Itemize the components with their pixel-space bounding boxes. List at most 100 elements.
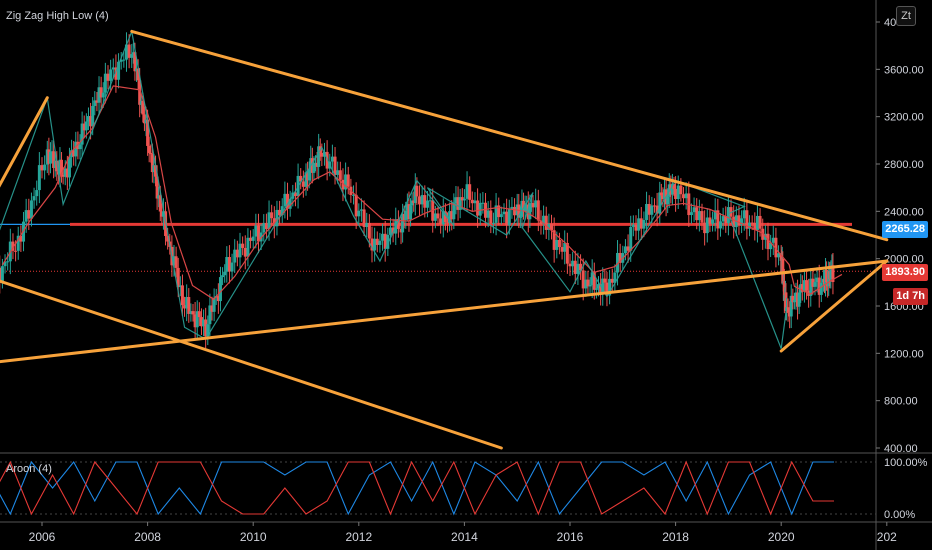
candle-body bbox=[513, 206, 517, 216]
main-indicator-title[interactable]: Zig Zag High Low (4) bbox=[6, 10, 109, 22]
x-tick-label: 2020 bbox=[768, 530, 795, 544]
candle-body bbox=[711, 219, 715, 224]
candle-body bbox=[794, 292, 798, 300]
candle-body bbox=[586, 279, 590, 287]
candle-body bbox=[484, 202, 488, 218]
candle-body bbox=[777, 253, 781, 258]
candle-body bbox=[647, 203, 651, 215]
candle-body bbox=[138, 80, 142, 105]
y-tick-label: 1200.00 bbox=[884, 348, 924, 360]
candle-body bbox=[193, 314, 197, 328]
candle-body bbox=[579, 263, 583, 271]
candle-body bbox=[142, 114, 146, 124]
candle-body bbox=[378, 240, 382, 245]
candle-body bbox=[448, 211, 452, 223]
candle-body bbox=[74, 141, 78, 157]
candle-body bbox=[45, 149, 49, 165]
candle-body bbox=[114, 67, 118, 80]
candle-body bbox=[176, 267, 180, 288]
candle-body bbox=[465, 184, 469, 199]
candle-body bbox=[154, 165, 158, 177]
candle-body bbox=[160, 211, 164, 217]
candle-body bbox=[218, 277, 222, 302]
candle-body bbox=[423, 195, 427, 208]
candle-body bbox=[299, 175, 303, 182]
candle-body bbox=[246, 237, 250, 257]
candle-body bbox=[672, 184, 676, 189]
candle-body bbox=[415, 185, 419, 197]
candle-body bbox=[601, 278, 605, 295]
candle-body bbox=[58, 159, 62, 175]
candle-body bbox=[383, 233, 387, 249]
candle-body bbox=[418, 196, 422, 205]
aroon-down-line bbox=[0, 460, 834, 516]
candle-body bbox=[458, 197, 462, 210]
candle-body bbox=[93, 100, 97, 106]
scale-button[interactable]: Zt bbox=[896, 6, 916, 26]
candle-body bbox=[27, 210, 31, 219]
candle-body bbox=[534, 200, 538, 208]
candle-body bbox=[782, 281, 786, 301]
candle-body bbox=[230, 262, 234, 272]
candle-body bbox=[439, 218, 443, 225]
aroon-indicator-title[interactable]: Aroon (4) bbox=[6, 463, 52, 475]
candle-body bbox=[797, 292, 801, 307]
candle-body bbox=[732, 216, 736, 228]
candle-body bbox=[127, 44, 131, 58]
candle-body bbox=[183, 305, 187, 309]
candle-body bbox=[3, 261, 7, 267]
candle-body bbox=[146, 119, 150, 146]
candle-body bbox=[456, 197, 460, 210]
candle-body bbox=[531, 203, 535, 208]
aroon-y-tick-label: 0.00% bbox=[884, 509, 915, 521]
candle-body bbox=[103, 73, 107, 93]
candle-body bbox=[563, 242, 567, 252]
candle-body bbox=[526, 204, 530, 220]
candle-body bbox=[454, 197, 458, 204]
candle-body bbox=[52, 151, 56, 168]
candle-body bbox=[346, 174, 350, 187]
candle-body bbox=[24, 210, 28, 222]
candle-body bbox=[809, 278, 813, 296]
candle-body bbox=[450, 211, 454, 220]
candle-body bbox=[769, 242, 773, 250]
candle-body bbox=[491, 222, 495, 224]
candle-body bbox=[65, 168, 69, 178]
candle-body bbox=[76, 141, 80, 150]
candle-body bbox=[314, 162, 318, 164]
candle-body bbox=[225, 257, 229, 272]
candle-body bbox=[462, 198, 466, 201]
candle-body bbox=[150, 154, 154, 173]
candle-body bbox=[539, 220, 543, 225]
candle-body bbox=[391, 227, 395, 234]
candle-body bbox=[700, 211, 704, 223]
candle-body bbox=[779, 253, 783, 261]
candle-body bbox=[0, 267, 2, 282]
candle-body bbox=[520, 200, 524, 217]
candle-body bbox=[210, 305, 214, 312]
candle-body bbox=[584, 279, 588, 289]
candle-body bbox=[386, 234, 390, 249]
candle-body bbox=[341, 179, 345, 190]
candle-body bbox=[204, 319, 208, 337]
candle-body bbox=[652, 205, 656, 207]
candle-body bbox=[63, 168, 67, 177]
candle-body bbox=[799, 284, 803, 293]
candle-body bbox=[441, 211, 445, 225]
candle-body bbox=[155, 176, 159, 199]
candle-body bbox=[11, 241, 15, 251]
candle-body bbox=[718, 221, 722, 229]
candle-body bbox=[486, 210, 490, 218]
candle-body bbox=[359, 209, 363, 211]
candle-body bbox=[608, 278, 612, 296]
candle-body bbox=[740, 218, 744, 226]
candle-body bbox=[307, 169, 311, 181]
candle-body bbox=[336, 170, 340, 175]
candle-body bbox=[233, 249, 237, 263]
candle-body bbox=[172, 256, 176, 266]
candle-body bbox=[645, 203, 649, 220]
candle-body bbox=[238, 243, 242, 258]
candle-body bbox=[141, 100, 145, 115]
candle-body bbox=[599, 284, 603, 295]
